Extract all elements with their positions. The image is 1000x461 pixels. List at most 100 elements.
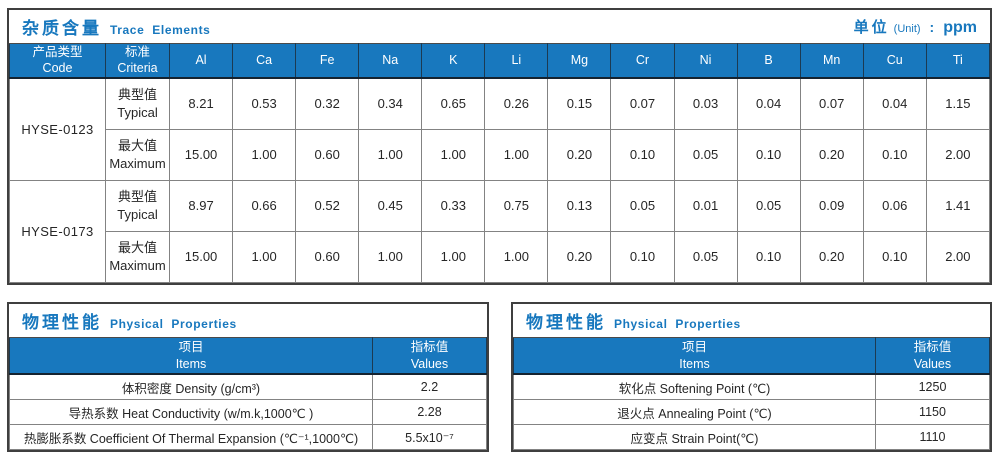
- criteria-maximum-zh: 最大值: [117, 137, 157, 153]
- value-cell: 0.06: [862, 179, 927, 232]
- property-name-cell: 软化点 Softening Point (℃): [513, 373, 876, 400]
- property-value-cell: 2.28: [372, 399, 487, 425]
- value-cell: 8.21: [168, 77, 234, 130]
- value-cell: 0.04: [862, 77, 927, 130]
- unit-label-colon: :: [929, 19, 935, 35]
- value-cell: 0.53: [232, 77, 297, 130]
- physical-left-title-bar: 物理性能 Physical Properties: [9, 304, 487, 337]
- trace-elements-table: 产品类型 Code 标准 Criteria Al Ca Fe Na K Li M…: [9, 43, 991, 283]
- col-header-element: Ca: [232, 43, 297, 79]
- col-header-element: K: [421, 43, 486, 79]
- value-cell: 0.10: [736, 128, 801, 181]
- col-header-element: Na: [358, 43, 423, 79]
- criteria-cell-typical: 典型值 Typical: [105, 179, 170, 232]
- value-cell: 1.41: [925, 179, 991, 232]
- col-header-code-en: Code: [42, 61, 73, 76]
- col-header-element: Fe: [295, 43, 360, 79]
- property-value-cell: 1250: [875, 373, 990, 400]
- property-row: 应变点 Strain Point(℃) 1110: [513, 424, 990, 450]
- value-cell: 1.00: [484, 230, 549, 283]
- value-cell: 0.10: [862, 230, 927, 283]
- unit-value: ppm: [943, 19, 977, 36]
- value-cell: 0.75: [484, 179, 549, 232]
- section-title-zh: 杂质含量: [22, 19, 102, 38]
- property-row: 热膨胀系数 Coefficient Of Thermal Expansion (…: [9, 424, 487, 450]
- table-row: HYSE-0173 典型值 Typical 8.97 0.66 0.52 0.4…: [9, 179, 991, 283]
- value-cell: 0.09: [799, 179, 864, 232]
- criteria-cell-maximum: 最大值 Maximum: [105, 128, 170, 181]
- value-cell: 0.04: [736, 77, 801, 130]
- value-cell: 15.00: [168, 128, 234, 181]
- product-code-cell: HYSE-0123: [9, 77, 106, 181]
- value-cell: 0.03: [673, 77, 738, 130]
- value-cell: 0.66: [232, 179, 297, 232]
- table-row: 最大值 Maximum 15.00 1.00 0.60 1.00 1.00 1.…: [10, 230, 991, 283]
- value-cell: 2.00: [925, 230, 991, 283]
- value-cell: 1.00: [358, 128, 423, 181]
- trace-elements-section: 杂质含量 Trace Elements 单位 (Unit) : ppm 产品类型…: [7, 8, 992, 285]
- criteria-maximum-en: Maximum: [109, 155, 166, 171]
- property-name-cell: 热膨胀系数 Coefficient Of Thermal Expansion (…: [9, 424, 373, 450]
- value-cell: 0.26: [484, 77, 549, 130]
- section-title-zh: 物理性能: [526, 313, 606, 332]
- section-title: 杂质含量 Trace Elements: [22, 14, 210, 39]
- col-header-items-zh: 项目: [178, 340, 204, 355]
- value-cell: 0.34: [358, 77, 423, 130]
- trace-header-row: 产品类型 Code 标准 Criteria Al Ca Fe Na K Li M…: [9, 43, 991, 79]
- trace-title-bar: 杂质含量 Trace Elements 单位 (Unit) : ppm: [9, 10, 990, 43]
- criteria-cell-typical: 典型值 Typical: [105, 77, 170, 130]
- value-cell: 1.00: [232, 230, 297, 283]
- physical-properties-section-right: 物理性能 Physical Properties 项目 Items 指标值 Va…: [511, 302, 992, 452]
- property-value-cell: 2.2: [372, 373, 487, 400]
- col-header-values: 指标值 Values: [875, 337, 990, 375]
- section-title: 物理性能 Physical Properties: [526, 308, 741, 333]
- value-cell: 15.00: [168, 230, 234, 283]
- property-name-cell: 应变点 Strain Point(℃): [513, 424, 876, 450]
- col-header-element: Cu: [862, 43, 927, 79]
- value-cell: 1.00: [421, 230, 486, 283]
- product-code-cell: HYSE-0173: [9, 179, 106, 283]
- value-cell: 0.10: [862, 128, 927, 181]
- property-row: 导热系数 Heat Conductivity (w/m.k,1000℃ ) 2.…: [9, 399, 487, 425]
- value-cell: 2.00: [925, 128, 991, 181]
- col-header-element: Mg: [547, 43, 612, 79]
- col-header-values-en: Values: [913, 356, 952, 371]
- criteria-typical-en: Typical: [117, 104, 158, 120]
- value-cell: 0.20: [799, 128, 864, 181]
- value-cell: 0.20: [547, 230, 612, 283]
- value-cell: 0.32: [295, 77, 360, 130]
- col-header-items: 项目 Items: [513, 337, 876, 375]
- value-cell: 0.07: [610, 77, 675, 130]
- value-cell: 8.97: [168, 179, 234, 232]
- value-cell: 0.05: [673, 230, 738, 283]
- col-header-values-zh: 指标值: [410, 340, 449, 355]
- property-row: 体积密度 Density (g/cm³) 2.2: [9, 373, 487, 400]
- criteria-maximum-zh: 最大值: [117, 239, 157, 255]
- property-value-cell: 1150: [875, 399, 990, 425]
- value-cell: 0.10: [610, 230, 675, 283]
- col-header-element: Cr: [610, 43, 675, 79]
- col-header-code: 产品类型 Code: [9, 43, 106, 79]
- section-title-en: Physical Properties: [614, 317, 741, 331]
- value-cell: 1.00: [358, 230, 423, 283]
- col-header-element: Ni: [673, 43, 738, 79]
- value-cell: 0.05: [610, 179, 675, 232]
- value-cell: 0.60: [295, 230, 360, 283]
- physical-right-title-bar: 物理性能 Physical Properties: [513, 304, 990, 337]
- criteria-typical-zh: 典型值: [117, 188, 157, 204]
- criteria-typical-en: Typical: [117, 206, 158, 222]
- value-cell: 0.05: [673, 128, 738, 181]
- col-header-criteria: 标准 Criteria: [105, 43, 170, 79]
- value-cell: 0.20: [547, 128, 612, 181]
- property-name-cell: 导热系数 Heat Conductivity (w/m.k,1000℃ ): [9, 399, 373, 425]
- physical-properties-table-right: 项目 Items 指标值 Values 软化点 Softening Point …: [513, 337, 990, 450]
- property-value-cell: 1110: [875, 424, 990, 450]
- value-cell: 0.60: [295, 128, 360, 181]
- value-cell: 0.45: [358, 179, 423, 232]
- unit-label-zh: 单位: [853, 19, 890, 36]
- value-cell: 0.10: [736, 230, 801, 283]
- unit-label-paren: (Unit): [893, 23, 921, 35]
- property-name-cell: 体积密度 Density (g/cm³): [9, 373, 373, 400]
- value-cell: 1.00: [232, 128, 297, 181]
- table-row: 最大值 Maximum 15.00 1.00 0.60 1.00 1.00 1.…: [10, 128, 991, 181]
